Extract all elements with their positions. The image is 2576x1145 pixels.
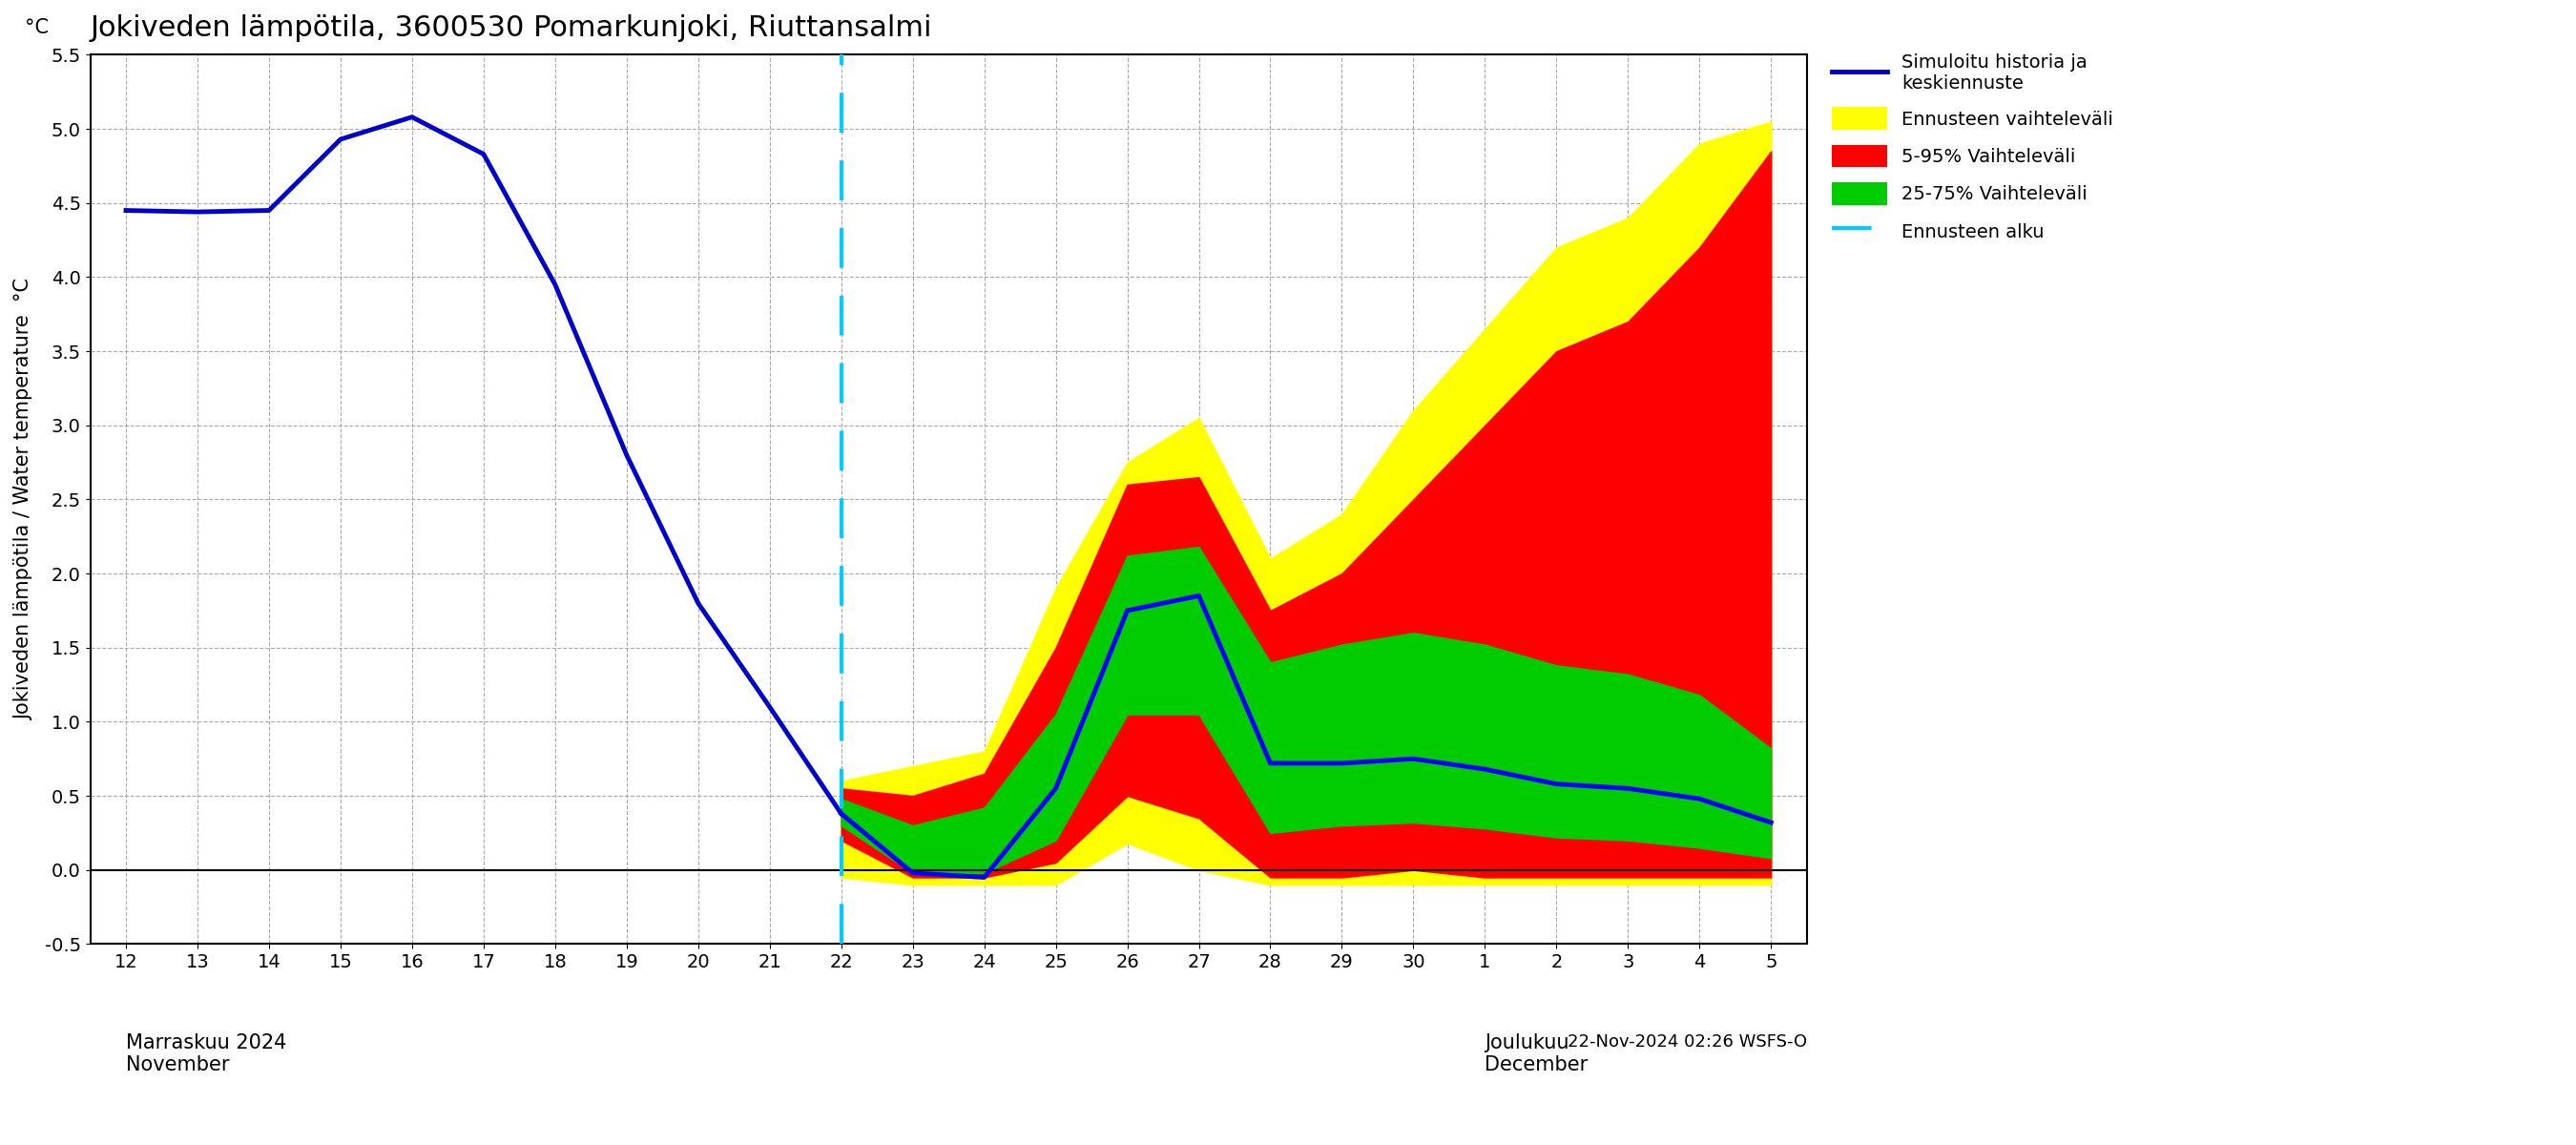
Text: °C: °C [26, 18, 49, 37]
Y-axis label: Jokiveden lämpötila / Water temperature  °C: Jokiveden lämpötila / Water temperature … [15, 278, 33, 720]
Text: Jokiveden lämpötila, 3600530 Pomarkunjoki, Riuttansalmi: Jokiveden lämpötila, 3600530 Pomarkunjok… [90, 14, 933, 42]
Text: 22-Nov-2024 02:26 WSFS-O: 22-Nov-2024 02:26 WSFS-O [1566, 1033, 1806, 1050]
Text: Marraskuu 2024
November: Marraskuu 2024 November [126, 1033, 286, 1074]
Legend: Simuloitu historia ja
keskiennuste, Ennusteen vaihteleväli, 5-95% Vaihteleväli, : Simuloitu historia ja keskiennuste, Ennu… [1824, 46, 2120, 250]
Text: Joulukuu
December: Joulukuu December [1484, 1033, 1589, 1074]
